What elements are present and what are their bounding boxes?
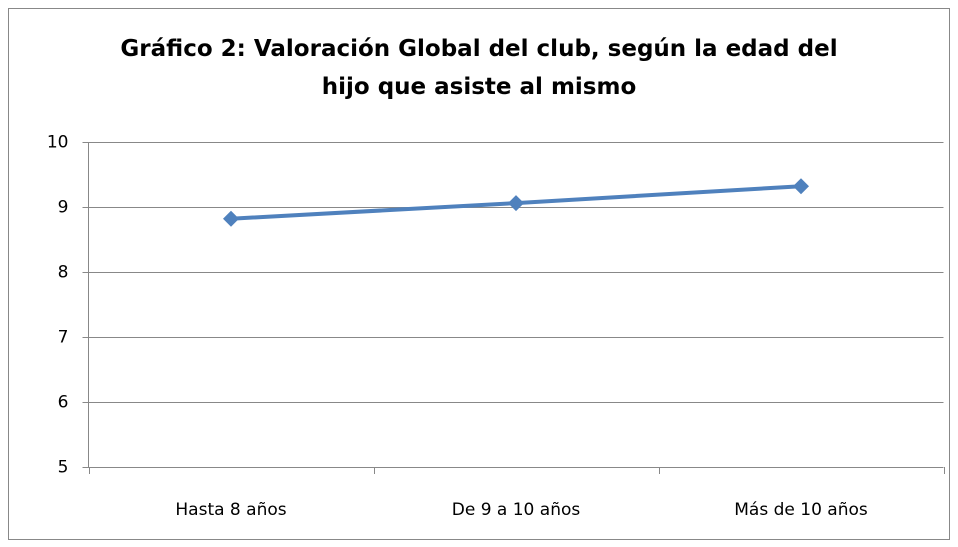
y-tick-label: 8: [58, 263, 69, 283]
marker: [223, 210, 239, 227]
y-tick-label: 6: [58, 393, 69, 413]
x-tick-label: Hasta 8 años: [175, 500, 286, 520]
x-tick-label: De 9 a 10 años: [452, 500, 581, 520]
chart-title: Gráfico 2: Valoración Global del club, s…: [120, 36, 838, 100]
y-tick-label: 9: [58, 198, 69, 218]
chart-border: [8, 8, 950, 540]
x-tick-label: Más de 10 años: [734, 500, 868, 520]
y-tick-label: 7: [58, 328, 69, 348]
marker: [508, 195, 524, 212]
y-tick-label: 5: [58, 458, 69, 478]
y-tick-label: 10: [47, 133, 69, 153]
marker: [793, 178, 809, 195]
